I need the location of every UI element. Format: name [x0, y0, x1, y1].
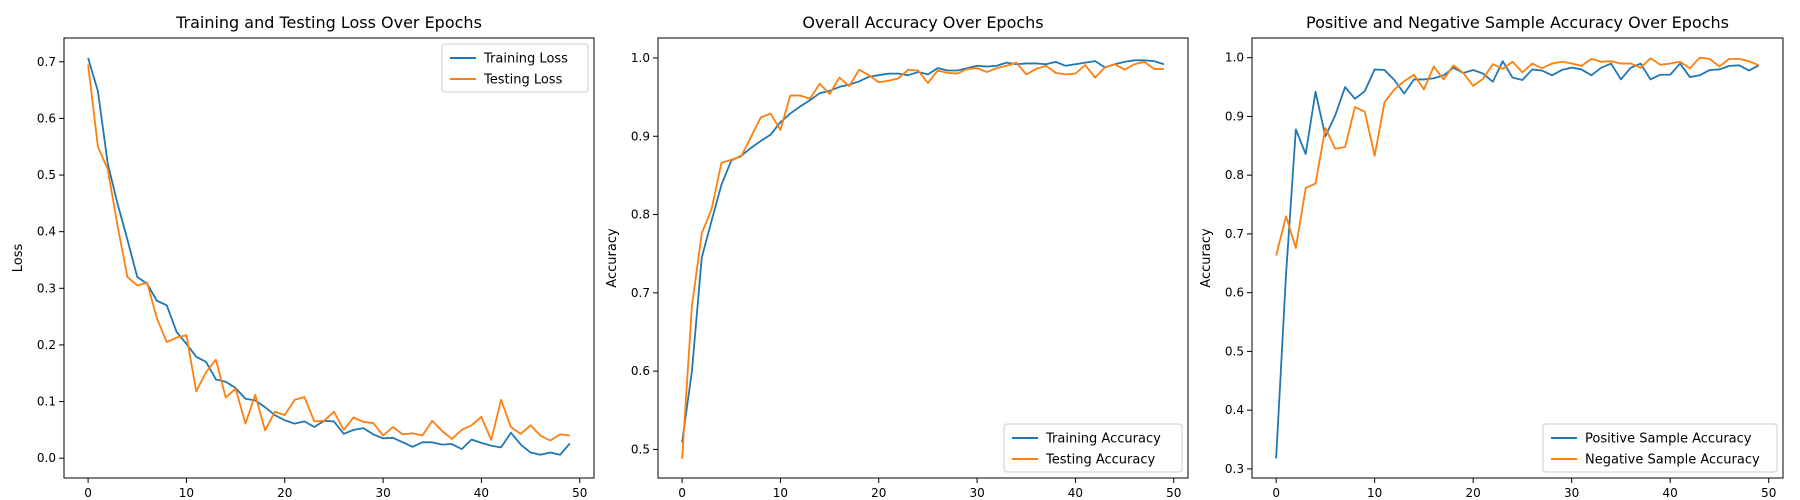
chart-title: Positive and Negative Sample Accuracy Ov… — [1306, 13, 1729, 32]
y-tick-label: 0.5 — [37, 168, 56, 182]
y-tick-label: 0.6 — [37, 111, 56, 125]
y-axis-label: Accuracy — [1199, 228, 1214, 288]
y-tick-label: 0.8 — [631, 208, 650, 222]
y-axis-label: Loss — [11, 244, 26, 273]
series-line-2 — [87, 64, 571, 442]
series-line-1 — [681, 59, 1165, 443]
x-tick-label: 10 — [179, 486, 194, 500]
legend-entry-2: Testing Accuracy — [1045, 453, 1155, 468]
y-tick-label: 0.5 — [1225, 344, 1244, 358]
x-tick-label: 0 — [1272, 486, 1280, 500]
y-tick-label: 0.0 — [37, 451, 56, 465]
chart-1: Training and Testing Loss Over Epochs 0 10… — [11, 13, 595, 500]
y-axis-label: Accuracy — [605, 228, 620, 288]
x-tick-label: 40 — [1663, 486, 1678, 500]
legend: Training Loss Testing Loss — [441, 43, 589, 93]
series-line-2 — [681, 60, 1164, 459]
series-line-2 — [1275, 56, 1760, 256]
axes-frame — [1251, 37, 1784, 479]
y-tick-label: 0.9 — [631, 129, 650, 143]
legend-entry-1: Positive Sample Accuracy — [1585, 432, 1752, 447]
x-tick-label: 30 — [969, 486, 984, 500]
x-tick-label: 40 — [474, 486, 489, 500]
legend-box — [1542, 423, 1778, 473]
x-tick-label: 10 — [1367, 486, 1382, 500]
series-line-1 — [87, 57, 571, 456]
x-tick-label: 50 — [1166, 486, 1181, 500]
legend-entry-1: Training Loss — [483, 52, 568, 67]
chart-title: Overall Accuracy Over Epochs — [802, 13, 1043, 32]
y-tick-label: 0.2 — [37, 338, 56, 352]
y-tick-label: 0.7 — [1225, 227, 1244, 241]
legend-entry-2: Testing Loss — [483, 73, 563, 88]
y-tick-label: 0.1 — [37, 395, 56, 409]
x-tick-label: 0 — [84, 486, 92, 500]
x-tick-label: 50 — [572, 486, 587, 500]
y-tick-label: 0.4 — [37, 225, 56, 239]
y-tick-label: 0.8 — [1225, 168, 1244, 182]
chart-title: Training and Testing Loss Over Epochs — [175, 13, 482, 32]
x-tick-label: 20 — [277, 486, 292, 500]
legend-box — [441, 43, 589, 93]
x-tick-label: 20 — [871, 486, 886, 500]
legend-box — [1003, 423, 1183, 473]
x-tick-label: 30 — [375, 486, 390, 500]
x-tick-label: 0 — [678, 486, 686, 500]
x-tick-label: 40 — [1068, 486, 1083, 500]
legend-entry-2: Negative Sample Accuracy — [1585, 453, 1760, 468]
chart-2: Overall Accuracy Over Epochs 0 10 20 30 40 50 0… — [605, 13, 1189, 500]
x-tick-label: 20 — [1466, 486, 1481, 500]
legend-entry-1: Training Accuracy — [1045, 432, 1161, 447]
y-tick-label: 1.0 — [631, 51, 650, 65]
y-tick-label: 0.7 — [631, 286, 650, 300]
y-tick-label: 0.7 — [37, 55, 56, 69]
y-tick-label: 1.0 — [1225, 51, 1244, 65]
series-line-1 — [1275, 60, 1760, 459]
y-tick-label: 0.9 — [1225, 109, 1244, 123]
x-tick-label: 30 — [1564, 486, 1579, 500]
y-tick-label: 0.5 — [631, 442, 650, 456]
x-tick-label: 10 — [773, 486, 788, 500]
axes-frame — [63, 37, 595, 479]
legend: Training Accuracy Testing Accuracy — [1003, 423, 1183, 473]
y-tick-label: 0.6 — [631, 364, 650, 378]
y-tick-label: 0.4 — [1225, 403, 1244, 417]
chart-3: Positive and Negative Sample Accuracy Ov… — [1199, 13, 1784, 500]
y-tick-label: 0.3 — [1225, 462, 1244, 476]
y-tick-label: 0.6 — [1225, 286, 1244, 300]
legend: Positive Sample Accuracy Negative Sample … — [1542, 423, 1778, 473]
axes-frame — [657, 37, 1189, 479]
y-tick-label: 0.3 — [37, 281, 56, 295]
x-tick-label: 50 — [1761, 486, 1776, 500]
